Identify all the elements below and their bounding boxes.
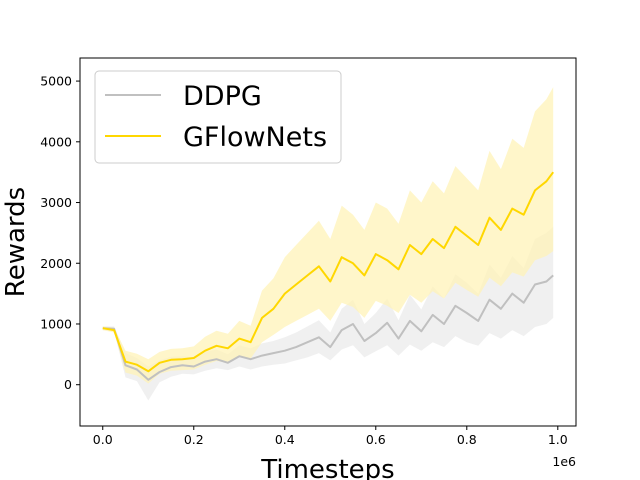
x-tick-label: 0.8 xyxy=(457,432,477,447)
y-tick-label: 5000 xyxy=(40,74,72,89)
x-axis-title: Timesteps xyxy=(260,455,394,480)
x-tick-label: 0.2 xyxy=(184,432,204,447)
x-axis-offset-label: 1e6 xyxy=(552,454,576,469)
x-tick-label: 0.6 xyxy=(366,432,386,447)
line-gflownets xyxy=(102,171,555,373)
legend-label-gflownets: GFlowNets xyxy=(183,122,327,153)
plot-area-frame xyxy=(79,57,577,427)
y-tick-label: 4000 xyxy=(40,134,72,149)
line-ddpg xyxy=(102,274,554,381)
x-axis-ticks: 0.0 0.2 0.4 0.6 0.8 1.0 xyxy=(93,426,568,447)
legend: DDPG GFlowNets xyxy=(94,70,342,164)
y-tick-label: 0 xyxy=(64,377,72,392)
x-tick-label: 0.4 xyxy=(275,432,295,447)
series-lines xyxy=(102,171,555,381)
y-axis-title: Rewards xyxy=(1,187,31,297)
confidence-bands xyxy=(102,87,554,401)
band-gflownets xyxy=(102,87,554,384)
y-axis-ticks: 0 1000 2000 3000 4000 5000 xyxy=(40,74,80,392)
legend-label-ddpg: DDPG xyxy=(183,81,262,112)
y-tick-label: 2000 xyxy=(40,256,72,271)
y-tick-label: 3000 xyxy=(40,195,72,210)
x-tick-label: 0.0 xyxy=(93,432,113,447)
x-tick-label: 1.0 xyxy=(548,432,568,447)
y-tick-label: 1000 xyxy=(40,316,72,331)
